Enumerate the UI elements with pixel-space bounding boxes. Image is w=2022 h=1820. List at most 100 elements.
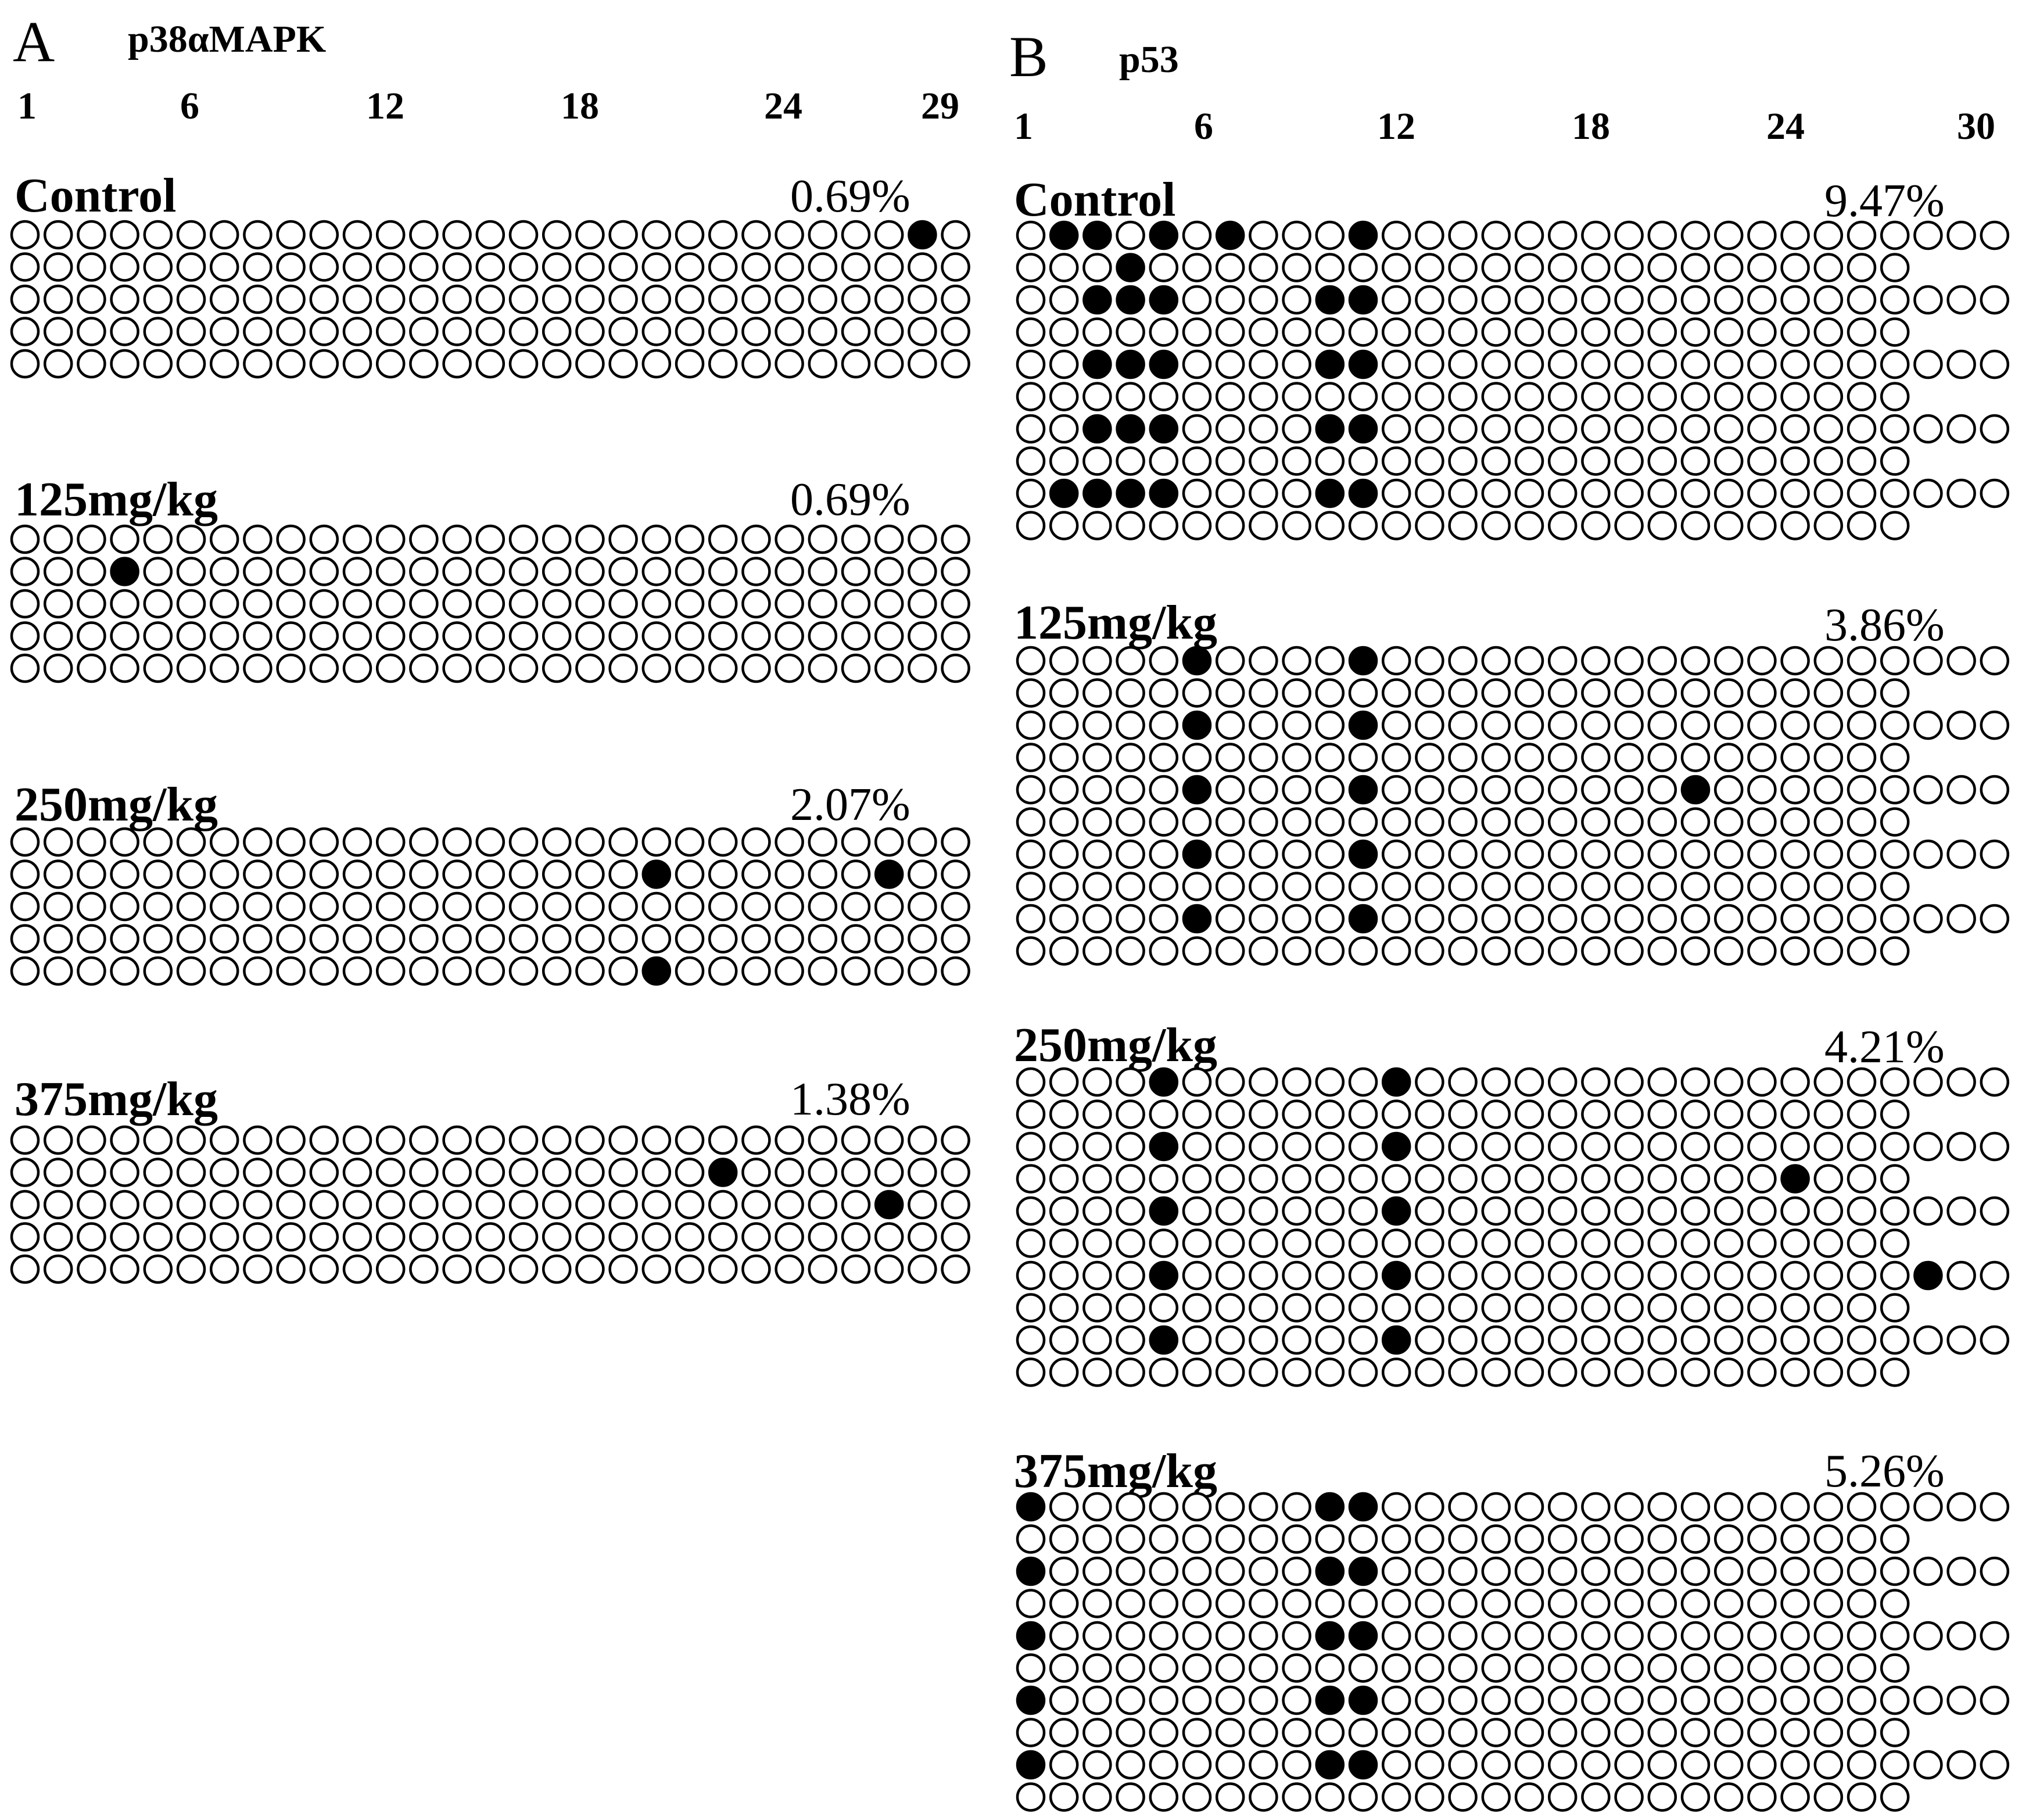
unmethylated-cpg-dot <box>375 1190 406 1220</box>
unmethylated-cpg-dot <box>1116 1357 1145 1387</box>
unmethylated-cpg-dot <box>1514 317 1544 347</box>
unmethylated-cpg-dot <box>1315 807 1345 837</box>
unmethylated-cpg-dot <box>43 1125 73 1155</box>
unmethylated-cpg-dot <box>1581 1131 1611 1162</box>
unmethylated-cpg-dot <box>1149 646 1179 676</box>
unmethylated-cpg-dot <box>941 252 970 282</box>
unmethylated-cpg-dot <box>1514 1196 1544 1226</box>
unmethylated-cpg-dot <box>1348 1325 1378 1355</box>
unmethylated-cpg-dot <box>1747 1067 1777 1097</box>
unmethylated-cpg-dot <box>1149 253 1179 282</box>
unmethylated-cpg-dot <box>1415 1718 1444 1747</box>
methylated-cpg-dot <box>1116 253 1145 282</box>
unmethylated-cpg-dot <box>1016 511 1046 540</box>
unmethylated-cpg-dot <box>375 859 406 889</box>
unmethylated-cpg-dot <box>1780 1685 1810 1715</box>
unmethylated-cpg-dot <box>1547 382 1578 411</box>
unmethylated-cpg-dot <box>1647 1621 1677 1651</box>
unmethylated-cpg-dot <box>1647 1589 1677 1618</box>
unmethylated-cpg-dot <box>475 317 506 346</box>
unmethylated-cpg-dot <box>1149 1685 1179 1715</box>
unmethylated-cpg-dot <box>1448 1099 1478 1129</box>
unmethylated-cpg-dot <box>243 252 273 282</box>
unmethylated-cpg-dot <box>1016 317 1046 347</box>
unmethylated-cpg-dot <box>1049 1228 1079 1258</box>
unmethylated-cpg-dot <box>508 252 539 282</box>
unmethylated-cpg-dot <box>1946 1196 1976 1226</box>
unmethylated-cpg-dot <box>1215 1131 1245 1162</box>
unmethylated-cpg-dot <box>1049 1750 1079 1780</box>
unmethylated-cpg-dot <box>1049 1653 1079 1683</box>
unmethylated-cpg-dot <box>741 956 771 986</box>
unmethylated-cpg-dot <box>1049 349 1079 379</box>
unmethylated-cpg-dot <box>375 891 406 922</box>
unmethylated-cpg-dot <box>1481 839 1511 869</box>
unmethylated-cpg-dot <box>1514 511 1544 540</box>
unmethylated-cpg-dot <box>1282 1556 1311 1586</box>
unmethylated-cpg-dot <box>1547 1556 1578 1586</box>
unmethylated-cpg-dot <box>1514 478 1544 508</box>
unmethylated-cpg-dot <box>1381 1653 1411 1683</box>
unmethylated-cpg-dot <box>1149 807 1179 837</box>
unmethylated-cpg-dot <box>1747 1589 1777 1618</box>
unmethylated-cpg-dot <box>1680 414 1711 444</box>
unmethylated-cpg-dot <box>1514 678 1544 708</box>
methylated-cpg-dot <box>1116 285 1145 315</box>
unmethylated-cpg-dot <box>1149 511 1179 540</box>
group-label: 250mg/kg <box>15 778 218 832</box>
unmethylated-cpg-dot <box>43 524 73 554</box>
unmethylated-cpg-dot <box>1049 414 1079 444</box>
unmethylated-cpg-dot <box>1713 646 1744 676</box>
unmethylated-cpg-dot <box>1813 1228 1844 1258</box>
unmethylated-cpg-dot <box>1847 511 1877 540</box>
unmethylated-cpg-dot <box>1282 1260 1311 1291</box>
unmethylated-cpg-dot <box>641 1222 672 1252</box>
methylated-cpg-dot <box>1016 1621 1046 1651</box>
unmethylated-cpg-dot <box>908 621 937 651</box>
unmethylated-cpg-dot <box>1282 839 1311 869</box>
unmethylated-cpg-dot <box>1880 446 1910 476</box>
unmethylated-cpg-dot <box>608 1254 638 1284</box>
unmethylated-cpg-dot <box>1880 678 1910 708</box>
methylated-cpg-dot <box>1381 1196 1411 1226</box>
unmethylated-cpg-dot <box>409 924 439 954</box>
unmethylated-cpg-dot <box>1547 1589 1578 1618</box>
unmethylated-cpg-dot <box>1780 1524 1810 1554</box>
unmethylated-cpg-dot <box>1547 936 1578 966</box>
unmethylated-cpg-dot <box>1348 1782 1378 1812</box>
unmethylated-cpg-dot <box>1282 872 1311 901</box>
unmethylated-cpg-dot <box>309 891 339 922</box>
unmethylated-cpg-dot <box>542 524 572 554</box>
unmethylated-cpg-dot <box>342 924 372 954</box>
unmethylated-cpg-dot <box>1713 1653 1744 1683</box>
unmethylated-cpg-dot <box>1082 1260 1112 1291</box>
unmethylated-cpg-dot <box>1249 839 1278 869</box>
unmethylated-cpg-dot <box>1680 1492 1711 1522</box>
unmethylated-cpg-dot <box>1581 1782 1611 1812</box>
unmethylated-cpg-dot <box>1614 1556 1644 1586</box>
unmethylated-cpg-dot <box>1381 646 1411 676</box>
methylated-cpg-dot <box>1348 414 1378 444</box>
unmethylated-cpg-dot <box>375 956 406 986</box>
unmethylated-cpg-dot <box>10 1158 40 1187</box>
unmethylated-cpg-dot <box>1348 1589 1378 1618</box>
unmethylated-cpg-dot <box>1282 1782 1311 1812</box>
unmethylated-cpg-dot <box>1780 382 1810 411</box>
unmethylated-cpg-dot <box>1913 904 1943 934</box>
unmethylated-cpg-dot <box>708 1125 738 1155</box>
unmethylated-cpg-dot <box>110 220 139 250</box>
unmethylated-cpg-dot <box>542 1190 572 1220</box>
unmethylated-cpg-dot <box>775 859 804 889</box>
methylated-cpg-dot <box>1116 478 1145 508</box>
unmethylated-cpg-dot <box>442 891 472 922</box>
unmethylated-cpg-dot <box>1381 1589 1411 1618</box>
unmethylated-cpg-dot <box>1680 1260 1711 1291</box>
methylated-cpg-dot <box>1315 285 1345 315</box>
unmethylated-cpg-dot <box>1847 285 1877 315</box>
unmethylated-cpg-dot <box>1415 839 1444 869</box>
unmethylated-cpg-dot <box>176 1254 206 1284</box>
unmethylated-cpg-dot <box>209 1158 239 1187</box>
unmethylated-cpg-dot <box>1481 1685 1511 1715</box>
unmethylated-cpg-dot <box>442 1158 472 1187</box>
unmethylated-cpg-dot <box>1049 807 1079 837</box>
